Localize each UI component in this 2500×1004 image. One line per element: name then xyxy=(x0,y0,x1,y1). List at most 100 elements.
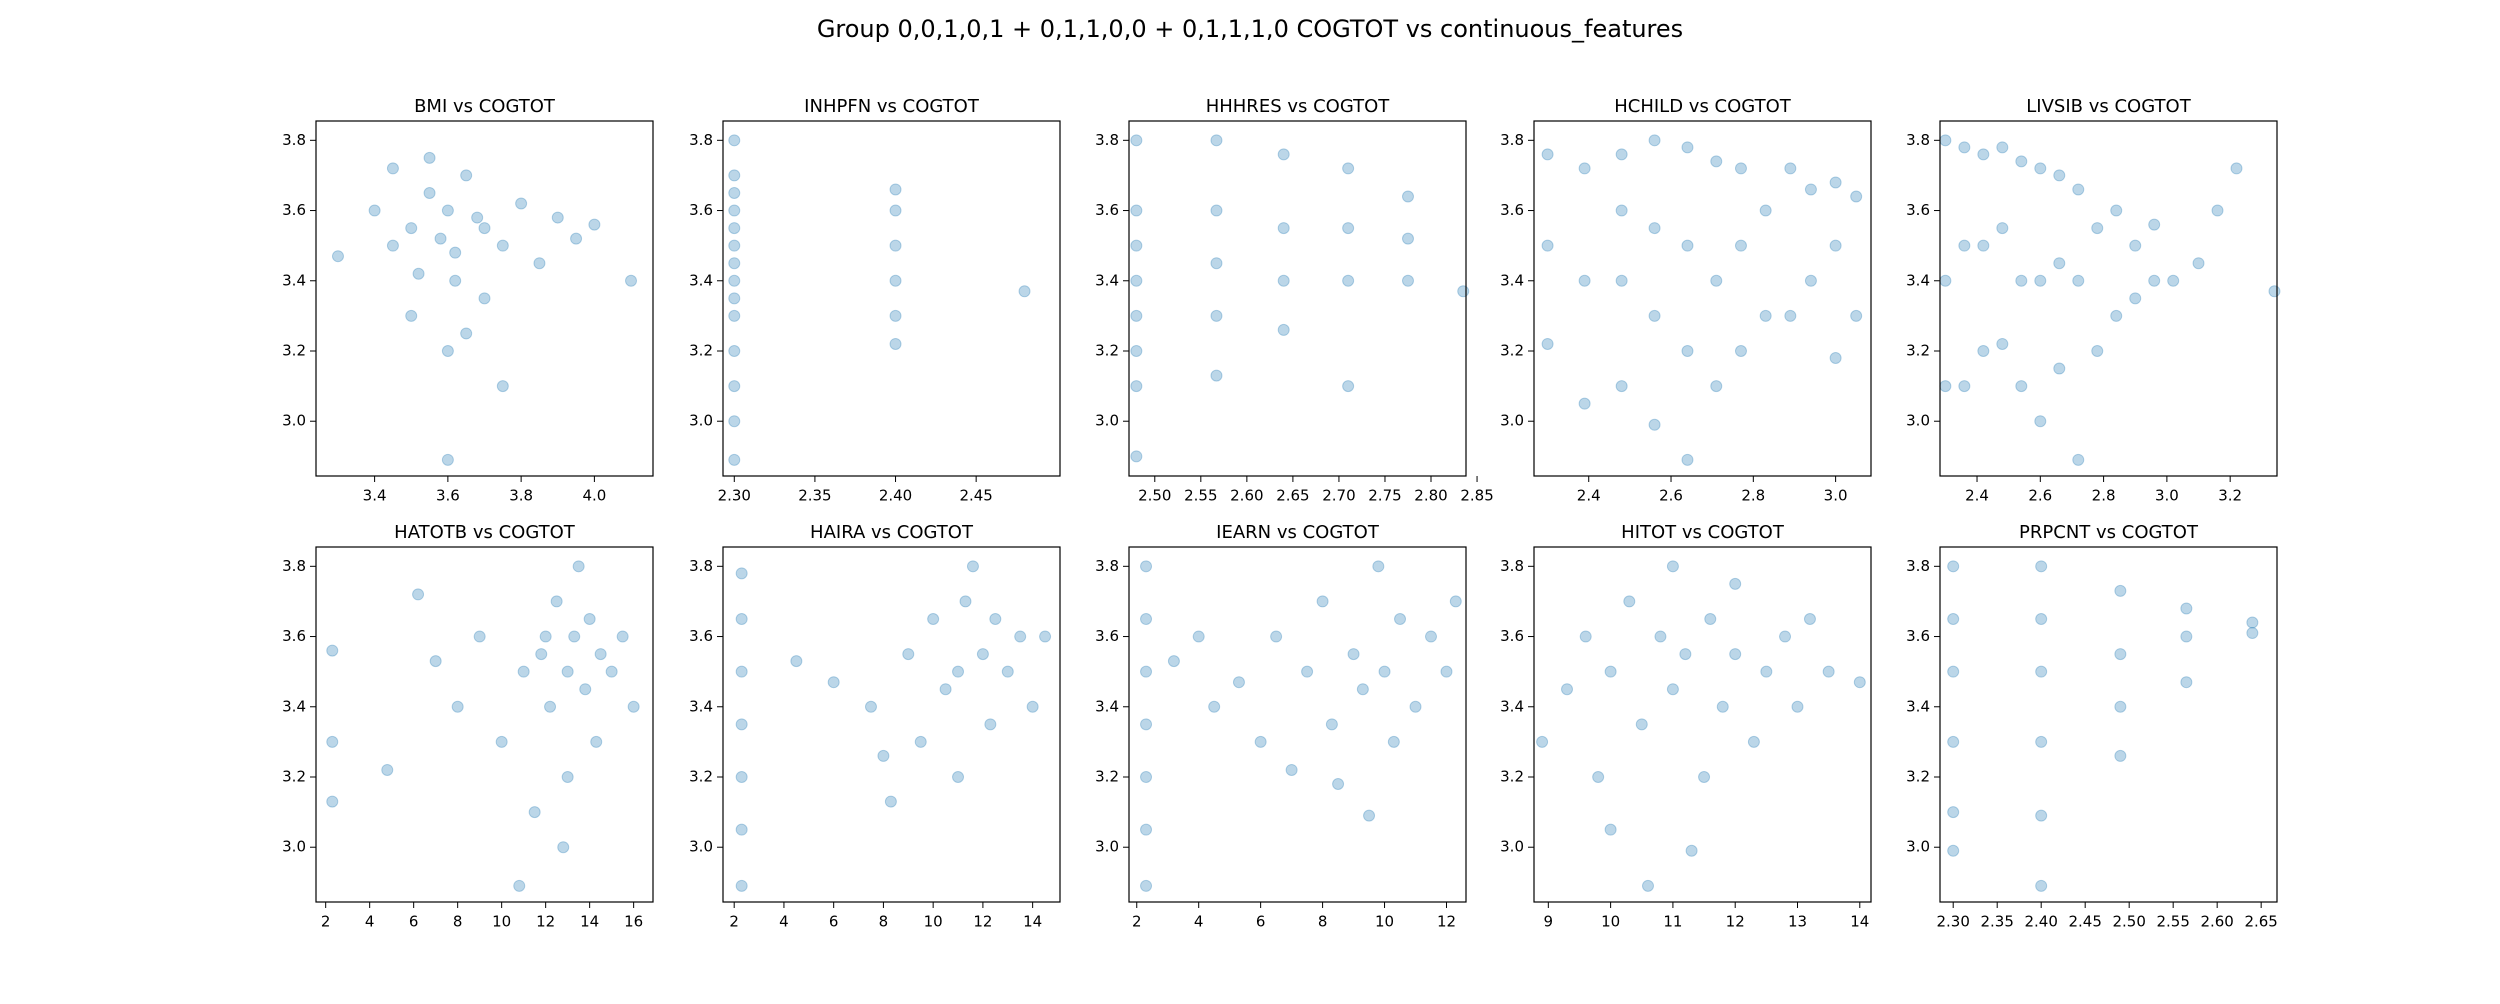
point xyxy=(1210,369,1223,382)
point xyxy=(1536,735,1549,748)
point xyxy=(1641,879,1654,892)
point xyxy=(1829,176,1842,189)
point xyxy=(1140,560,1153,573)
point xyxy=(1829,352,1842,365)
point xyxy=(1325,718,1338,731)
x-tick-label: 2.55 xyxy=(2156,913,2189,931)
point xyxy=(451,700,464,713)
y-tick-label: 3.0 xyxy=(689,838,713,856)
point xyxy=(2129,292,2142,305)
point xyxy=(2015,155,2028,168)
point xyxy=(1254,735,1267,748)
point xyxy=(2035,665,2048,678)
x-tick-label: 10 xyxy=(492,913,511,931)
point xyxy=(1734,162,1747,175)
x-tick-label: 16 xyxy=(624,913,643,931)
point xyxy=(1939,380,1952,393)
point xyxy=(728,186,741,199)
point xyxy=(368,204,381,217)
point xyxy=(1277,148,1290,161)
y-tick-label: 3.4 xyxy=(1500,697,1524,715)
point xyxy=(989,612,1002,625)
y-tick-label: 3.2 xyxy=(1500,341,1524,359)
point xyxy=(2192,257,2205,270)
point xyxy=(1342,274,1355,287)
y-tick-label: 3.8 xyxy=(1095,557,1119,575)
x-tick-label: 8 xyxy=(1318,913,1328,931)
point xyxy=(1277,222,1290,235)
point xyxy=(2246,616,2259,629)
x-tick-label: 6 xyxy=(409,913,419,931)
point xyxy=(460,327,473,340)
point xyxy=(1277,274,1290,287)
x-tick-label: 3.0 xyxy=(2155,487,2179,505)
point xyxy=(1130,309,1143,322)
y-tick-label: 3.0 xyxy=(1095,412,1119,430)
point xyxy=(1747,735,1760,748)
point xyxy=(1449,595,1462,608)
y-tick-label: 3.2 xyxy=(1906,341,1930,359)
point xyxy=(2035,560,2048,573)
x-tick-label: 2 xyxy=(1132,913,1142,931)
x-tick-label: 2.85 xyxy=(1460,487,1493,505)
x-tick-label: 14 xyxy=(580,913,599,931)
point xyxy=(1648,222,1661,235)
point xyxy=(616,630,629,643)
point xyxy=(449,274,462,287)
point xyxy=(728,134,741,147)
x-tick-label: 10 xyxy=(924,913,943,931)
point xyxy=(952,770,965,783)
point xyxy=(1698,770,1711,783)
point xyxy=(528,806,541,819)
point xyxy=(728,274,741,287)
point xyxy=(449,246,462,259)
point xyxy=(1791,700,1804,713)
point xyxy=(2148,274,2161,287)
point xyxy=(1804,274,1817,287)
point xyxy=(1401,274,1414,287)
point xyxy=(1716,700,1729,713)
point xyxy=(2015,380,2028,393)
y-tick-label: 3.2 xyxy=(689,341,713,359)
axes-frame xyxy=(1939,546,2278,903)
point xyxy=(1784,309,1797,322)
point xyxy=(326,795,339,808)
point xyxy=(2114,700,2127,713)
point xyxy=(423,186,436,199)
point xyxy=(568,630,581,643)
y-tick-label: 3.0 xyxy=(282,838,306,856)
point xyxy=(441,204,454,217)
point xyxy=(984,718,997,731)
point xyxy=(434,232,447,245)
point xyxy=(2110,309,2123,322)
point xyxy=(1578,162,1591,175)
point xyxy=(326,644,339,657)
x-tick-label: 12 xyxy=(1726,913,1745,931)
point xyxy=(572,560,585,573)
point xyxy=(2053,257,2066,270)
x-tick-label: 3.2 xyxy=(2218,487,2242,505)
point xyxy=(1958,380,1971,393)
point xyxy=(1210,257,1223,270)
point xyxy=(1803,612,1816,625)
point xyxy=(889,337,902,350)
point xyxy=(1347,648,1360,661)
point xyxy=(1829,239,1842,252)
point xyxy=(594,648,607,661)
point xyxy=(1130,134,1143,147)
point xyxy=(1210,309,1223,322)
point xyxy=(1734,344,1747,357)
point xyxy=(1759,309,1772,322)
x-tick-label: 3.8 xyxy=(509,487,533,505)
point xyxy=(535,648,548,661)
point xyxy=(2034,415,2047,428)
x-tick-label: 3.4 xyxy=(363,487,387,505)
point xyxy=(441,453,454,466)
point xyxy=(381,763,394,776)
point xyxy=(1615,204,1628,217)
point xyxy=(889,309,902,322)
point xyxy=(1681,453,1694,466)
x-tick-label: 2.8 xyxy=(2092,487,2116,505)
point xyxy=(605,665,618,678)
point xyxy=(1232,676,1245,689)
